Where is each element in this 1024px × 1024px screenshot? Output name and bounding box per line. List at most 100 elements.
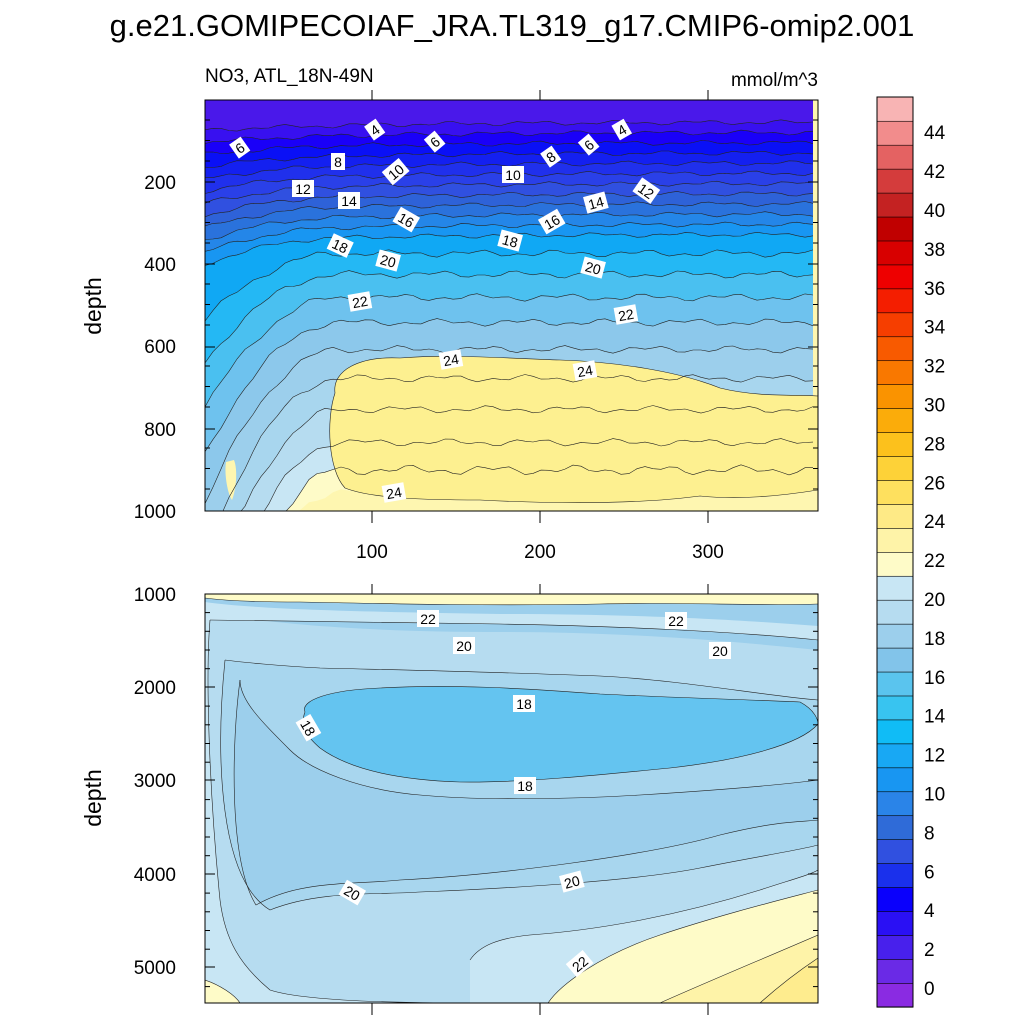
upper-contour-line xyxy=(205,293,814,408)
contour-label: 10 xyxy=(381,158,410,186)
colorbar-tick-label: 10 xyxy=(924,785,945,806)
contour-label: 4 xyxy=(611,118,633,141)
contour-label: 22 xyxy=(565,950,594,978)
upper-contour-line xyxy=(205,129,814,144)
contour-label-text: 18 xyxy=(297,717,319,739)
contour-label-text: 14 xyxy=(341,193,357,209)
colorbar-swatch xyxy=(876,120,914,146)
contour-label-box xyxy=(497,229,523,252)
contour-label-text: 12 xyxy=(295,181,311,197)
upper-x-tick-label: 200 xyxy=(524,542,556,563)
upper-contour-line xyxy=(240,405,814,511)
colorbar-tick-label: 18 xyxy=(924,629,945,650)
colorbar-tick-label: 8 xyxy=(924,823,935,844)
upper-contour-line xyxy=(205,211,814,240)
upper-axis-ticks xyxy=(205,90,818,523)
colorbar-tick-label: 16 xyxy=(924,668,945,689)
upper-contour-line xyxy=(205,221,814,252)
contour-label-text: 22 xyxy=(668,613,684,629)
colorbar-swatch xyxy=(876,240,914,266)
contour-label: 16 xyxy=(392,206,421,233)
upper-fill-band xyxy=(205,151,813,178)
contour-label-text: 18 xyxy=(516,696,532,712)
colorbar-swatch xyxy=(876,575,914,601)
lower-y-tick-label: 5000 xyxy=(134,958,176,979)
contour-label-box xyxy=(417,610,439,627)
contour-label-text: 22 xyxy=(420,611,436,627)
upper-y-tick-label: 1000 xyxy=(134,502,176,523)
contour-label: 8 xyxy=(540,145,562,168)
contour-label-box xyxy=(229,136,251,159)
lower-24-contour-line xyxy=(759,957,818,1003)
colorbar-swatch xyxy=(876,599,914,625)
contour-label-text: 22 xyxy=(351,293,369,311)
contour-label-box xyxy=(381,482,407,503)
contour-label-box xyxy=(577,133,600,156)
contour-label: 6 xyxy=(577,133,600,156)
colorbar-swatch xyxy=(876,839,914,864)
upper-y-tick-label: 400 xyxy=(144,255,176,276)
colorbar-tick-label: 6 xyxy=(924,862,935,883)
upper-24-contour-core xyxy=(329,356,818,503)
contour-label: 20 xyxy=(375,249,401,272)
colorbar-tick-label: 40 xyxy=(924,201,945,222)
contour-label: 18 xyxy=(295,713,322,742)
upper-contour-line xyxy=(205,140,814,154)
colorbar-swatch xyxy=(876,336,914,362)
contour-label-box xyxy=(632,177,661,204)
lower-22-contour-band xyxy=(205,594,818,605)
lower-24-contour-corner xyxy=(760,958,818,1003)
colorbar-swatch xyxy=(876,96,914,122)
upper-x-tick-label: 300 xyxy=(692,542,724,563)
contour-label: 18 xyxy=(326,233,354,258)
colorbar-swatch xyxy=(876,479,914,505)
contour-label-box xyxy=(375,249,401,272)
contour-label: 22 xyxy=(613,304,639,325)
contour-label-box xyxy=(580,256,606,279)
contour-label-text: 20 xyxy=(562,872,581,892)
upper-fill-band xyxy=(205,171,813,204)
contour-label-box xyxy=(611,118,633,141)
contour-label-box xyxy=(709,642,731,659)
colorbar-swatch xyxy=(876,647,914,673)
contour-label-box xyxy=(295,713,322,742)
lower-22-contour-line xyxy=(205,979,241,1003)
upper-y-axis-label: depth xyxy=(80,277,106,335)
colorbar-swatch xyxy=(876,743,914,769)
contour-label: 20 xyxy=(453,637,475,654)
contour-label-text: 18 xyxy=(330,235,351,256)
contour-label: 24 xyxy=(572,360,598,381)
colorbar: 0246810121416182022242628303234363840424… xyxy=(876,96,946,1008)
colorbar-tick-label: 28 xyxy=(924,434,945,455)
lower-22-contour-left-edge xyxy=(205,980,240,1003)
colorbar-swatch xyxy=(876,863,914,888)
contour-label-text: 16 xyxy=(541,211,563,233)
colorbar-swatch xyxy=(876,623,914,649)
contour-label-text: 16 xyxy=(395,209,417,231)
colorbar-tick-label: 42 xyxy=(924,162,945,183)
colorbar-tick-label: 38 xyxy=(924,240,945,261)
upper-depth-panel: 200 400 600 800 1000 100 200 300 depth 4… xyxy=(80,90,819,563)
contour-label: 20 xyxy=(580,256,606,279)
lower-19-contour-line xyxy=(233,679,818,906)
lower-22-contour-line xyxy=(205,597,818,606)
lower-contour-lines xyxy=(205,597,818,1003)
colorbar-swatch xyxy=(876,719,914,745)
colorbar-swatch xyxy=(876,455,914,481)
contour-label-text: 20 xyxy=(456,638,472,654)
upper-fill-band xyxy=(205,140,813,168)
colorbar-swatch xyxy=(876,312,914,338)
contour-label: 10 xyxy=(502,166,524,183)
upper-fill-band xyxy=(205,130,813,154)
lower-22-contour-line xyxy=(547,889,818,1003)
upper-fill-band xyxy=(205,293,813,452)
contour-label-box xyxy=(381,158,410,186)
contour-label-box xyxy=(364,118,386,141)
colorbar-swatch xyxy=(876,503,914,529)
contour-label: 16 xyxy=(537,208,566,235)
units-label: mmol/m^3 xyxy=(731,70,818,91)
contour-label: 12 xyxy=(632,177,661,204)
colorbar-tick-label: 2 xyxy=(924,940,935,961)
contour-label-box xyxy=(502,166,524,183)
